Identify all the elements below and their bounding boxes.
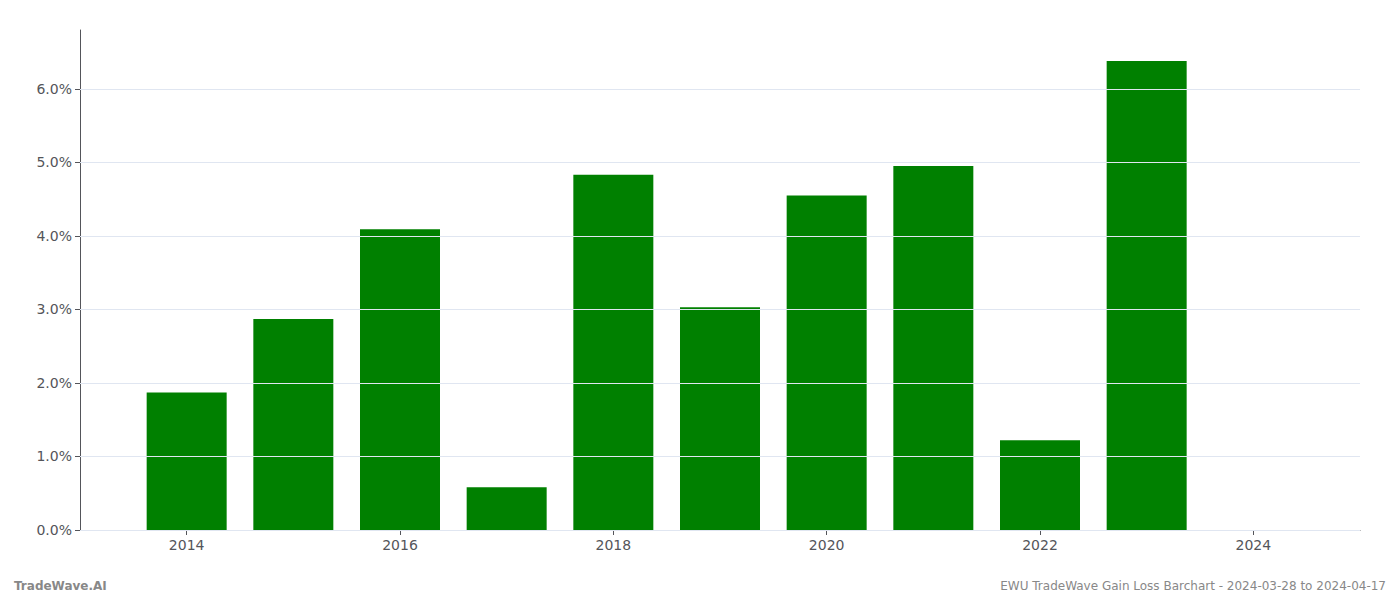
svg-text:2022: 2022: [1022, 537, 1058, 553]
svg-text:2020: 2020: [809, 537, 845, 553]
svg-text:2018: 2018: [596, 537, 632, 553]
svg-text:1.0%: 1.0%: [36, 448, 72, 464]
svg-text:2.0%: 2.0%: [36, 375, 72, 391]
svg-text:2024: 2024: [1236, 537, 1272, 553]
svg-text:EWU TradeWave Gain Loss Barcha: EWU TradeWave Gain Loss Barchart - 2024-…: [1000, 579, 1386, 593]
svg-text:0.0%: 0.0%: [36, 522, 72, 538]
svg-text:TradeWave.AI: TradeWave.AI: [14, 579, 107, 593]
svg-text:5.0%: 5.0%: [36, 154, 72, 170]
svg-text:4.0%: 4.0%: [36, 228, 72, 244]
svg-text:2014: 2014: [169, 537, 205, 553]
svg-text:2016: 2016: [382, 537, 418, 553]
svg-text:3.0%: 3.0%: [36, 301, 72, 317]
svg-text:6.0%: 6.0%: [36, 81, 72, 97]
